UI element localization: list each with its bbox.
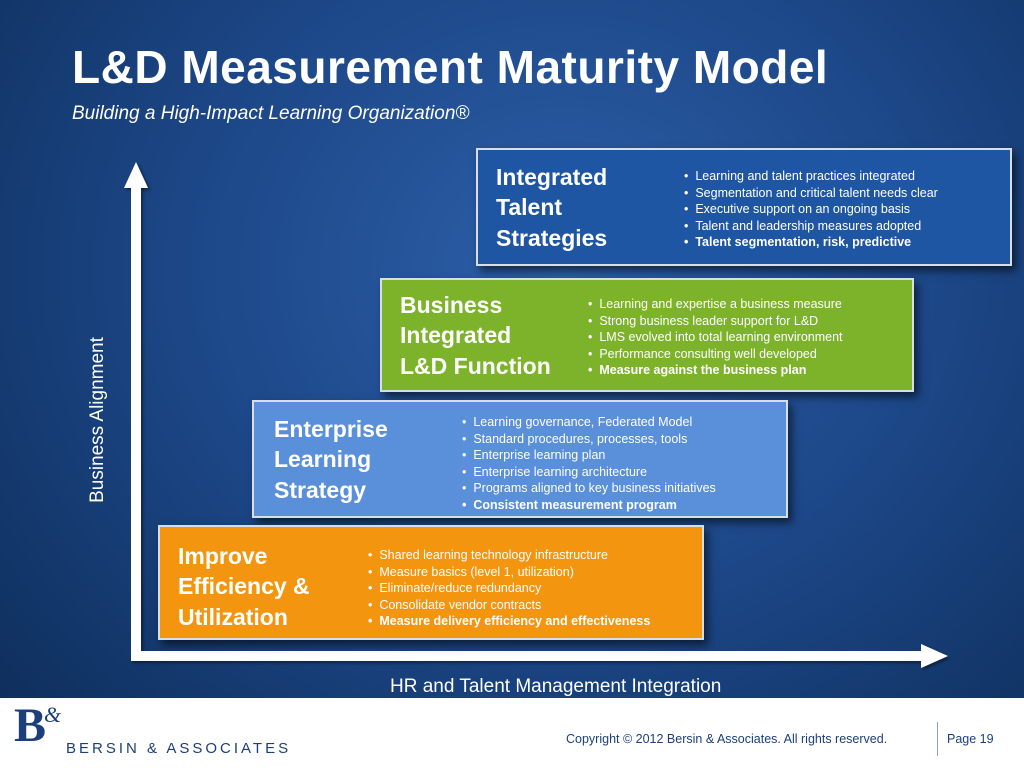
bullet-item: Standard procedures, processes, tools bbox=[462, 431, 716, 448]
bullet-item: Enterprise learning plan bbox=[462, 447, 716, 464]
bullet-item: Measure basics (level 1, utilization) bbox=[368, 564, 650, 581]
bullet-item: Learning and expertise a business measur… bbox=[588, 296, 843, 313]
bullet-item: Performance consulting well developed bbox=[588, 346, 843, 363]
stage-title: Enterprise Learning Strategy bbox=[274, 414, 388, 505]
stage-improve-efficiency-utilization: Improve Efficiency & Utilization Shared … bbox=[158, 525, 704, 640]
stage-title-line: Utilization bbox=[178, 603, 288, 630]
page-subtitle: Building a High-Impact Learning Organiza… bbox=[72, 103, 470, 124]
y-axis-line bbox=[131, 186, 141, 661]
bullet-item: Strong business leader support for L&D bbox=[588, 313, 843, 330]
stage-bullets: Shared learning technology infrastructur… bbox=[368, 547, 650, 630]
stage-title-line: L&D Function bbox=[400, 352, 551, 379]
footer-bar bbox=[0, 698, 1024, 768]
bersin-logo-ampersand: & bbox=[44, 702, 62, 727]
stage-title: Improve Efficiency & Utilization bbox=[178, 541, 310, 632]
x-axis-label: HR and Talent Management Integration bbox=[390, 676, 722, 697]
bullet-item: Talent and leadership measures adopted bbox=[684, 218, 938, 235]
bullet-item: Shared learning technology infrastructur… bbox=[368, 547, 650, 564]
stage-enterprise-learning-strategy: Enterprise Learning Strategy Learning go… bbox=[252, 400, 788, 518]
stage-title-line: Efficiency & bbox=[178, 573, 310, 600]
stage-integrated-talent-strategies: Integrated Talent Strategies Learning an… bbox=[476, 148, 1012, 266]
stage-title-line: Learning bbox=[274, 446, 372, 473]
x-axis-arrowhead bbox=[921, 644, 948, 668]
stage-title-line: Business bbox=[400, 292, 503, 318]
y-axis-arrowhead bbox=[124, 162, 148, 188]
x-axis-line bbox=[131, 651, 923, 661]
bullet-item: Eliminate/reduce redundancy bbox=[368, 580, 650, 597]
bullet-item-key: Measure delivery efficiency and effectiv… bbox=[368, 613, 650, 630]
bullet-item: Segmentation and critical talent needs c… bbox=[684, 185, 938, 202]
bullet-item: Executive support on an ongoing basis bbox=[684, 201, 938, 218]
footer-divider bbox=[937, 722, 938, 756]
copyright-notice: Copyright © 2012 Bersin & Associates. Al… bbox=[566, 732, 888, 746]
stage-bullets: Learning and talent practices integrated… bbox=[684, 168, 938, 251]
stage-bullets: Learning governance, Federated Model Sta… bbox=[462, 414, 716, 514]
stage-title-line: Improve bbox=[178, 543, 268, 569]
bullet-item: Enterprise learning architecture bbox=[462, 464, 716, 481]
page-number: Page 19 bbox=[947, 732, 994, 746]
stage-title-line: Integrated bbox=[400, 322, 512, 349]
stage-title-line: Strategy bbox=[274, 476, 367, 503]
bullet-item: Learning governance, Federated Model bbox=[462, 414, 716, 431]
stage-title: Business Integrated L&D Function bbox=[400, 290, 551, 381]
stage-bullets: Learning and expertise a business measur… bbox=[588, 296, 843, 379]
stage-business-integrated-ld-function: Business Integrated L&D Function Learnin… bbox=[380, 278, 914, 392]
stage-title-line: Talent bbox=[496, 194, 563, 221]
bullet-item-key: Talent segmentation, risk, predictive bbox=[684, 234, 938, 251]
stage-title-line: Strategies bbox=[496, 224, 608, 251]
stage-title: Integrated Talent Strategies bbox=[496, 162, 607, 253]
bullet-item-key: Consistent measurement program bbox=[462, 497, 716, 514]
axes bbox=[124, 162, 948, 668]
page-title: L&D Measurement Maturity Model bbox=[72, 41, 829, 93]
bersin-logo-mark: B bbox=[14, 699, 47, 752]
bullet-item-key: Measure against the business plan bbox=[588, 362, 843, 379]
bullet-item: Consolidate vendor contracts bbox=[368, 597, 650, 614]
bullet-item: Learning and talent practices integrated bbox=[684, 168, 938, 185]
stage-title-line: Enterprise bbox=[274, 416, 388, 442]
bullet-item: LMS evolved into total learning environm… bbox=[588, 329, 842, 346]
bersin-logo-text: BERSIN & ASSOCIATES bbox=[66, 740, 292, 757]
y-axis-label: Business Alignment bbox=[87, 337, 108, 503]
bullet-item: Programs aligned to key business initiat… bbox=[462, 480, 715, 497]
stage-title-line: Integrated bbox=[496, 164, 608, 190]
